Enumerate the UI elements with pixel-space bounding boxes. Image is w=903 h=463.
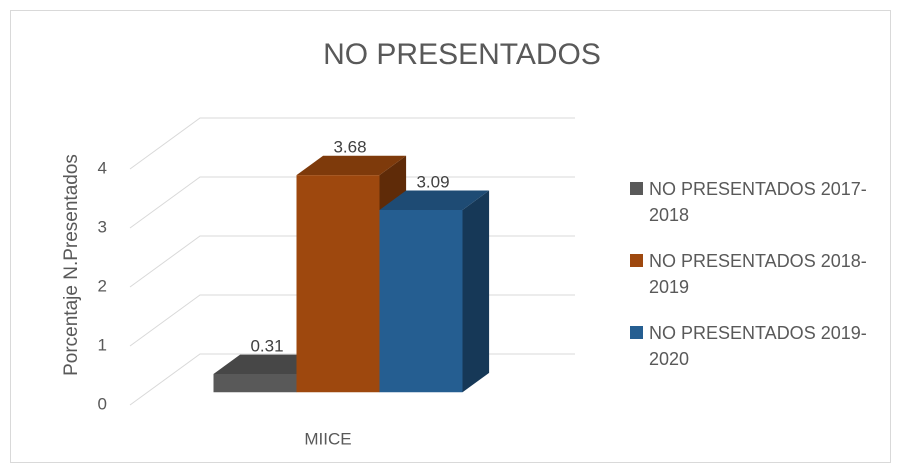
bar-front bbox=[296, 175, 380, 393]
x-tick-label: MIICE bbox=[304, 429, 351, 448]
bar-front bbox=[213, 373, 297, 393]
legend-swatch bbox=[630, 254, 643, 267]
y-tick-label: 2 bbox=[98, 276, 107, 295]
bar-front bbox=[379, 209, 463, 393]
y-axis-label: Porcentaje N.Presentados bbox=[61, 154, 82, 376]
grid-line bbox=[129, 176, 575, 229]
legend-item: NO PRESENTADOS 2017-2018 bbox=[630, 176, 890, 228]
legend-label: NO PRESENTADOS 2017-2018 bbox=[649, 179, 867, 225]
legend-label: NO PRESENTADOS 2018-2019 bbox=[649, 251, 867, 297]
data-label: 0.31 bbox=[250, 336, 283, 355]
legend-item: NO PRESENTADOS 2018-2019 bbox=[630, 248, 890, 300]
y-tick-label: 1 bbox=[98, 335, 107, 354]
legend-swatch bbox=[630, 182, 643, 195]
y-tick-label: 0 bbox=[98, 394, 107, 413]
y-tick-label: 3 bbox=[98, 217, 107, 236]
legend-label: NO PRESENTADOS 2019-2020 bbox=[649, 323, 867, 369]
bar-top bbox=[296, 155, 407, 176]
legend-swatch bbox=[630, 326, 643, 339]
chart-title: NO PRESENTADOS bbox=[323, 38, 601, 71]
data-label: 3.68 bbox=[333, 138, 366, 157]
bar bbox=[379, 190, 490, 393]
legend: NO PRESENTADOS 2017-2018 NO PRESENTADOS 2… bbox=[630, 176, 890, 392]
bar-side bbox=[462, 190, 490, 393]
legend-item: NO PRESENTADOS 2019-2020 bbox=[630, 320, 890, 372]
grid-line bbox=[129, 117, 575, 170]
bar-top bbox=[379, 190, 490, 210]
y-tick-label: 4 bbox=[98, 158, 107, 177]
data-label: 3.09 bbox=[416, 172, 449, 191]
bar-top bbox=[213, 354, 324, 374]
